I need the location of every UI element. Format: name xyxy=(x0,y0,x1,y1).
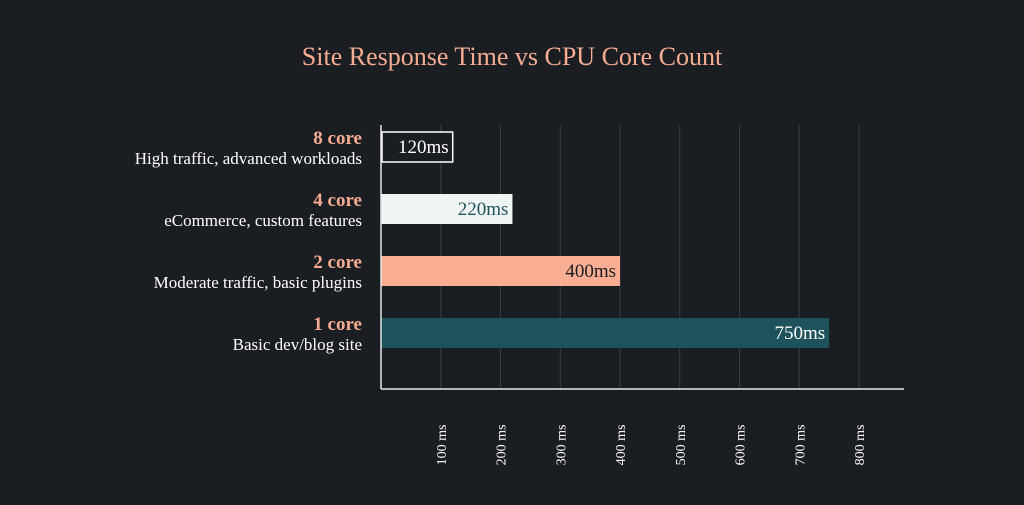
bar-value-label: 750ms xyxy=(774,323,825,344)
x-tick-label: 500 ms xyxy=(674,425,689,466)
bar-value-label: 220ms xyxy=(458,199,509,220)
bar xyxy=(381,131,454,163)
chart-title: Site Response Time vs CPU Core Count xyxy=(301,42,723,71)
category-subtitle: eCommerce, custom features xyxy=(164,211,362,230)
category-label: 1 core xyxy=(313,314,362,335)
category-label: 8 core xyxy=(313,128,362,149)
category-label: 2 core xyxy=(313,252,362,273)
bar xyxy=(381,256,620,286)
bar-value-label: 400ms xyxy=(565,261,616,282)
x-tick-label: 800 ms xyxy=(853,425,868,466)
category-subtitle: Basic dev/blog site xyxy=(233,335,362,354)
x-tick-label: 300 ms xyxy=(554,425,569,466)
x-tick-label: 600 ms xyxy=(734,425,749,466)
category-label: 4 core xyxy=(313,190,362,211)
bar-value-label: 120ms xyxy=(398,137,449,158)
category-subtitle: High traffic, advanced workloads xyxy=(135,149,362,168)
bar xyxy=(381,318,830,348)
x-tick-label: 100 ms xyxy=(435,425,450,466)
x-tick-label: 700 ms xyxy=(793,425,808,466)
category-subtitle: Moderate traffic, basic plugins xyxy=(154,273,362,292)
x-tick-label: 200 ms xyxy=(495,425,510,466)
bar xyxy=(381,194,513,224)
x-tick-label: 400 ms xyxy=(614,425,629,466)
